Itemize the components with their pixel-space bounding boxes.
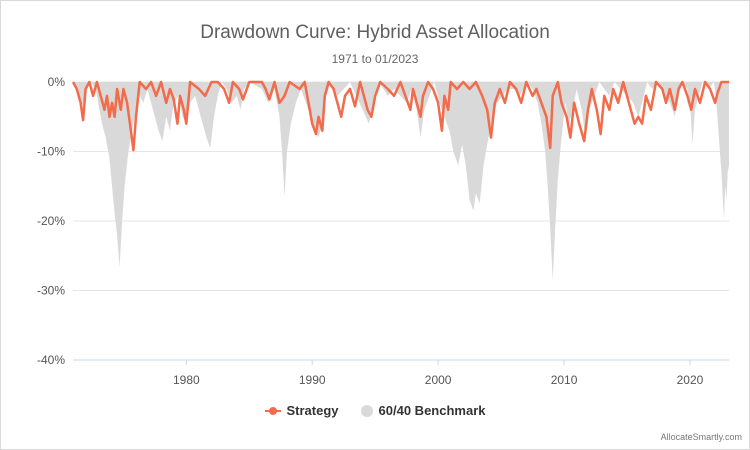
x-tick-label: 2000 [425,373,452,387]
y-tick-label: -20% [37,214,65,228]
legend-item-strategy[interactable]: Strategy [264,403,339,418]
grid-lines [73,81,729,365]
x-tick-label: 2010 [551,373,578,387]
strategy-line-swatch [264,406,281,416]
legend: Strategy 60/40 Benchmark [0,403,750,418]
strategy-series[interactable] [71,80,729,152]
legend-label-strategy: Strategy [286,403,339,418]
y-tick-label: -40% [37,353,65,367]
chart-subtitle: 1971 to 01/2023 [331,52,419,66]
chart-title: Drawdown Curve: Hybrid Asset Allocation [200,22,550,43]
x-tick-label: 2020 [677,373,704,387]
x-tick-label: 1980 [173,373,200,387]
axis-labels: 0% -10% -20% -30% -40% 1980 1990 2000 2010 2020 [37,75,704,387]
y-tick-label: 0% [48,75,66,89]
credit-text[interactable]: AllocateSmartly.com [660,432,742,442]
benchmark-circle-swatch [360,404,373,417]
y-tick-label: -10% [37,145,65,159]
x-tick-label: 1990 [299,373,326,387]
strategy-line[interactable] [71,80,729,152]
y-tick-label: -30% [37,284,65,298]
legend-item-benchmark[interactable]: 60/40 Benchmark [360,403,486,418]
legend-label-benchmark: 60/40 Benchmark [378,403,486,418]
